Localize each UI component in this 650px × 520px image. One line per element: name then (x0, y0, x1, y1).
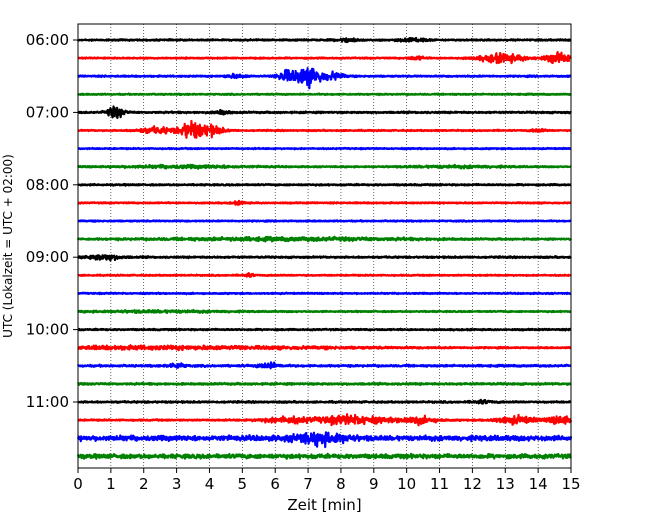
trace-row-1130 (76, 431, 573, 449)
y-axis-ticks: 06:00 07:00 08:00 09:00 10:00 11:00 (26, 31, 78, 411)
trace-row-0915 (77, 272, 572, 278)
trace-row-0600 (77, 36, 572, 44)
trace-row-0930 (77, 291, 572, 296)
y-tick-label: 11:00 (26, 393, 69, 411)
x-tick-label: 7 (303, 475, 313, 493)
trace-row-0630 (77, 67, 572, 90)
vertical-grid (110, 24, 539, 468)
y-tick-label: 07:00 (26, 103, 69, 121)
trace-row-1000 (77, 327, 572, 332)
y-tick-label: 09:00 (26, 248, 69, 266)
trace-row-0830 (77, 219, 572, 223)
trace-row-0900 (77, 254, 572, 262)
trace-row-0615 (77, 50, 572, 65)
x-tick-label: 5 (238, 475, 248, 493)
x-tick-label: 9 (369, 475, 379, 493)
y-tick-label: 08:00 (26, 176, 69, 194)
trace-row-1115 (77, 413, 573, 427)
x-tick-label: 1 (106, 475, 116, 493)
trace-row-0700 (77, 105, 572, 120)
x-axis-ticks: 0 1 2 3 4 5 6 7 8 9 10 11 12 13 14 15 (73, 468, 581, 493)
x-tick-label: 4 (205, 475, 215, 493)
y-tick-label: 10:00 (26, 321, 69, 339)
x-axis-label: Zeit [min] (287, 496, 361, 514)
trace-row-0815 (77, 199, 572, 206)
x-tick-label: 0 (73, 475, 83, 493)
trace-row-0645 (77, 92, 572, 97)
trace-row-0745 (77, 163, 572, 170)
trace-row-0800 (77, 182, 572, 187)
x-tick-label: 10 (397, 475, 416, 493)
y-tick-label: 06:00 (26, 31, 69, 49)
trace-row-0845 (76, 235, 573, 243)
x-tick-label: 14 (529, 475, 548, 493)
x-tick-label: 6 (270, 475, 280, 493)
trace-row-1045 (77, 381, 572, 387)
plot-frame (77, 23, 572, 469)
x-tick-label: 2 (139, 475, 149, 493)
x-tick-label: 3 (172, 475, 182, 493)
trace-row-1030 (76, 361, 572, 370)
y-axis-label: UTC (Lokalzeit = UTC + 02:00) (1, 154, 15, 338)
x-tick-label: 13 (496, 475, 515, 493)
x-tick-label: 15 (561, 475, 580, 493)
x-tick-label: 12 (463, 475, 482, 493)
x-tick-label: 8 (336, 475, 346, 493)
trace-row-1145 (76, 452, 572, 460)
trace-row-0715 (77, 119, 572, 139)
trace-row-0730 (77, 146, 572, 151)
trace-row-0945 (77, 308, 572, 315)
trace-row-1100 (77, 398, 572, 405)
x-tick-label: 11 (430, 475, 449, 493)
trace-row-1015 (77, 344, 572, 352)
trace-rows (76, 36, 573, 460)
